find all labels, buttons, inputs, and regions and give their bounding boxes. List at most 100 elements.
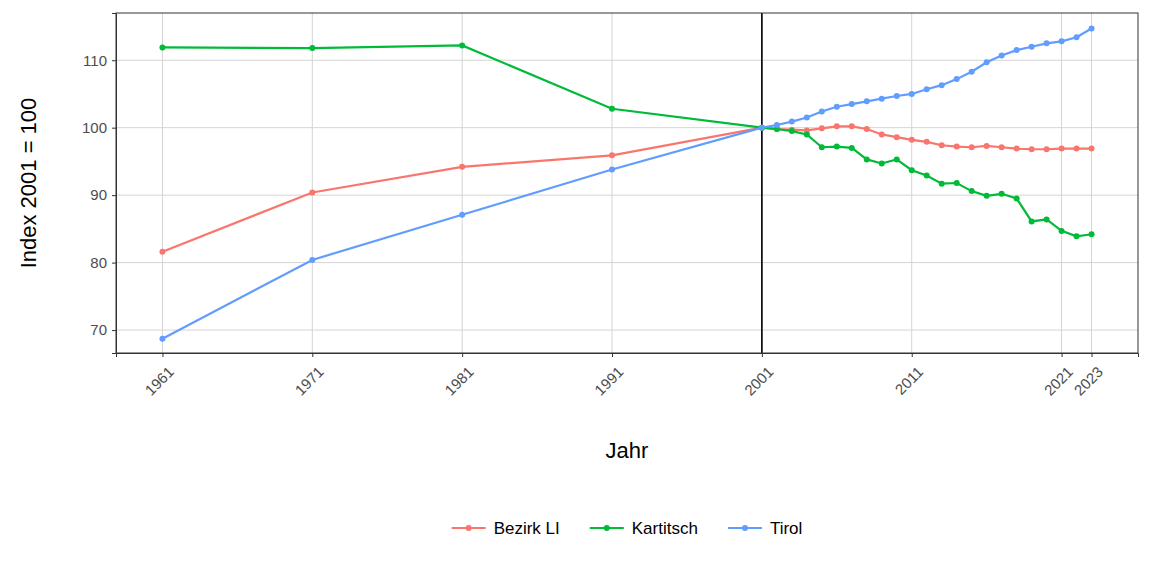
series-point [1089, 26, 1095, 32]
y-axis-title: Index 2001 = 100 [16, 98, 41, 269]
x-tick: 1971 [291, 353, 327, 399]
x-tick-label: 1981 [441, 363, 477, 399]
legend-key-point [466, 525, 472, 531]
panel-background [116, 13, 1138, 353]
grid-line-x [612, 13, 613, 353]
x-tick-mark [612, 353, 613, 357]
x-tick-mark [762, 353, 763, 357]
series-point [864, 156, 870, 162]
x-tick-label: 2011 [891, 363, 926, 398]
grid-line-x [1091, 13, 1092, 353]
series-point [879, 131, 885, 137]
y-tick-mark [112, 195, 116, 196]
legend: Bezirk LI Kartitsch Tirol [452, 519, 803, 538]
series-point [909, 137, 915, 143]
series-point [1059, 38, 1065, 44]
series-point [1059, 146, 1065, 152]
series-point [609, 106, 615, 112]
y-tick-mark [112, 330, 116, 331]
series-line [162, 29, 1091, 339]
series-point [1044, 146, 1050, 152]
y-tick: 100 [82, 119, 116, 136]
series-point [984, 59, 990, 65]
series-point [864, 98, 870, 104]
series-point [834, 104, 840, 110]
panel-border [116, 13, 1138, 353]
y-tick-mark [112, 263, 116, 264]
x-tick: 1991 [591, 353, 627, 399]
series-point [1029, 146, 1035, 152]
series-point [309, 189, 315, 195]
series-point [909, 167, 915, 173]
series-point [969, 188, 975, 194]
series-point [969, 144, 975, 150]
series-point [1059, 228, 1065, 234]
series-point [804, 115, 810, 121]
series-point [924, 86, 930, 92]
series-point [774, 122, 780, 128]
plot: 70 80 90 100 110 1961 1971 1981 1991 2001 2011 2021… [82, 13, 1139, 399]
grid [116, 13, 1138, 353]
x-tick-mark [1062, 353, 1063, 357]
grid-line-x [162, 13, 163, 353]
series-point [894, 93, 900, 99]
x-tick-label: 2023 [1070, 363, 1106, 399]
legend-label: Tirol [770, 519, 802, 538]
series-point [849, 145, 855, 151]
x-tick-mark [912, 353, 913, 357]
y-tick: 90 [90, 186, 116, 203]
y-tick-label: 70 [90, 321, 107, 338]
x-tick-mark [312, 353, 313, 357]
x-tick: 1961 [141, 353, 177, 399]
grid-line-y [116, 262, 1138, 263]
x-tick: 2021 [1040, 353, 1076, 399]
x-tick-label: 2021 [1040, 363, 1076, 399]
series-point [159, 44, 165, 50]
legend-label: Kartitsch [632, 519, 698, 538]
series-point [864, 126, 870, 132]
y-tick-label: 90 [90, 186, 107, 203]
series-point [1029, 218, 1035, 224]
x-tick: 2001 [741, 353, 777, 399]
grid-line-y [116, 127, 1138, 128]
series-point [1074, 34, 1080, 40]
y-tick: 110 [83, 52, 116, 69]
x-tick-label: 1971 [291, 363, 327, 399]
x-tick-mark [1092, 353, 1093, 357]
series-point [804, 131, 810, 137]
series-point [999, 144, 1005, 150]
grid-line-x [911, 13, 912, 353]
series-point [819, 125, 825, 131]
y-tick-mark [112, 128, 116, 129]
series-point [459, 42, 465, 48]
legend-label: Bezirk LI [494, 519, 560, 538]
series-point [609, 152, 615, 158]
x-tick-label: 1991 [591, 363, 627, 399]
series-point [159, 336, 165, 342]
x-tick: 1981 [441, 353, 477, 399]
legend-key-point [742, 525, 748, 531]
legend-item: Tirol [728, 519, 802, 538]
series-point [984, 193, 990, 199]
series-point [924, 173, 930, 179]
series-point [954, 144, 960, 150]
x-tick: 2011 [891, 353, 926, 398]
series-point [879, 160, 885, 166]
series-point [939, 142, 945, 148]
series-point [159, 249, 165, 255]
grid-line-x [1061, 13, 1062, 353]
x-tick: 2023 [1070, 353, 1106, 399]
reference-line [761, 13, 763, 353]
series-point [999, 191, 1005, 197]
series-point [819, 108, 825, 114]
series-point [939, 82, 945, 88]
series-point [1014, 146, 1020, 152]
data-area [159, 13, 1094, 353]
series-point [789, 119, 795, 125]
series-point [1074, 233, 1080, 239]
series-point [1029, 44, 1035, 50]
series-line [162, 126, 1091, 251]
y-tick-label: 80 [90, 254, 107, 271]
series-point [819, 144, 825, 150]
series-point [1014, 47, 1020, 53]
